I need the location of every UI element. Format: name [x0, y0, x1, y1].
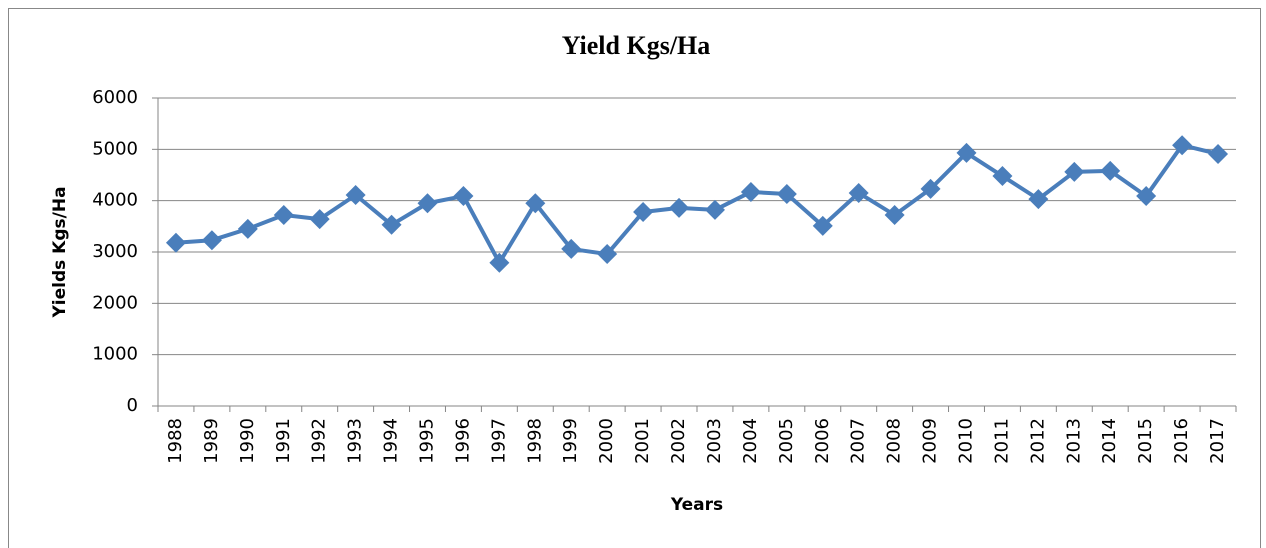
data-marker: [489, 252, 510, 273]
data-marker: [453, 186, 474, 207]
x-tick-label: 2015: [1135, 418, 1156, 464]
data-marker: [525, 193, 546, 214]
x-tick-label: 1989: [201, 418, 222, 464]
data-marker: [740, 181, 761, 202]
x-tick-label: 1994: [381, 418, 402, 464]
data-marker: [1100, 160, 1121, 181]
x-tick-label: 2009: [920, 418, 941, 464]
data-marker: [812, 215, 833, 236]
x-tick-label: 1990: [237, 418, 258, 464]
data-marker: [1136, 186, 1157, 207]
data-marker: [1172, 135, 1193, 156]
x-tick-label: 1998: [524, 418, 545, 464]
y-tick-label: 2000: [92, 292, 138, 313]
data-marker: [561, 238, 582, 259]
x-tick-label: 2017: [1207, 418, 1228, 464]
data-marker: [669, 197, 690, 218]
x-tick-label: 2012: [1027, 418, 1048, 464]
y-tick-label: 1000: [92, 344, 138, 365]
data-marker: [776, 183, 797, 204]
data-marker: [345, 185, 366, 206]
data-marker: [597, 244, 618, 265]
x-tick-label: 1999: [560, 418, 581, 464]
x-tick-label: 2001: [632, 418, 653, 464]
x-tick-label: 2003: [704, 418, 725, 464]
data-marker: [956, 142, 977, 163]
x-tick-label: 1993: [345, 418, 366, 464]
x-tick-label: 1992: [309, 418, 330, 464]
x-tick-label: 2000: [596, 418, 617, 464]
data-marker: [848, 182, 869, 203]
data-marker: [237, 218, 258, 239]
x-tick-label: 2002: [668, 418, 689, 464]
x-tick-label: 2014: [1099, 418, 1120, 464]
x-tick-label: 2013: [1063, 418, 1084, 464]
y-tick-label: 4000: [92, 190, 138, 211]
data-marker: [1028, 189, 1049, 210]
x-tick-label: 2004: [740, 418, 761, 464]
x-axis-title: Years: [670, 495, 723, 515]
x-tick-label: 2005: [776, 418, 797, 464]
chart-frame: [8, 8, 1261, 548]
data-marker: [273, 205, 294, 226]
data-marker: [704, 199, 725, 220]
x-tick-label: 2011: [991, 418, 1012, 464]
data-marker: [920, 178, 941, 199]
x-tick-label: 1988: [165, 418, 186, 464]
data-marker: [633, 201, 654, 222]
data-marker: [1208, 143, 1229, 164]
data-marker: [201, 230, 222, 251]
data-marker: [309, 209, 330, 230]
y-axis-title: Yields Kgs/Ha: [50, 186, 70, 318]
data-line: [175, 143, 1219, 265]
x-tick-label: 1997: [488, 418, 509, 464]
x-tick-label: 2016: [1171, 418, 1192, 464]
y-tick-label: 3000: [92, 241, 138, 262]
y-tick-label: 0: [127, 395, 138, 416]
x-tick-label: 1991: [273, 418, 294, 464]
data-marker: [884, 205, 905, 226]
x-tick-label: 1996: [452, 418, 473, 464]
x-tick-label: 2010: [956, 418, 977, 464]
y-tick-label: 5000: [92, 138, 138, 159]
x-tick-label: 1995: [417, 418, 438, 464]
chart-title: Yield Kgs/Ha: [562, 31, 711, 60]
x-tick-label: 2006: [812, 418, 833, 464]
data-marker: [1064, 161, 1085, 182]
x-tick-label: 2008: [884, 418, 905, 464]
data-marker: [165, 232, 186, 253]
y-tick-label: 6000: [92, 87, 138, 108]
data-marker: [417, 193, 438, 214]
data-marker: [992, 166, 1013, 187]
data-marker: [381, 214, 402, 235]
x-tick-label: 2007: [848, 418, 869, 464]
